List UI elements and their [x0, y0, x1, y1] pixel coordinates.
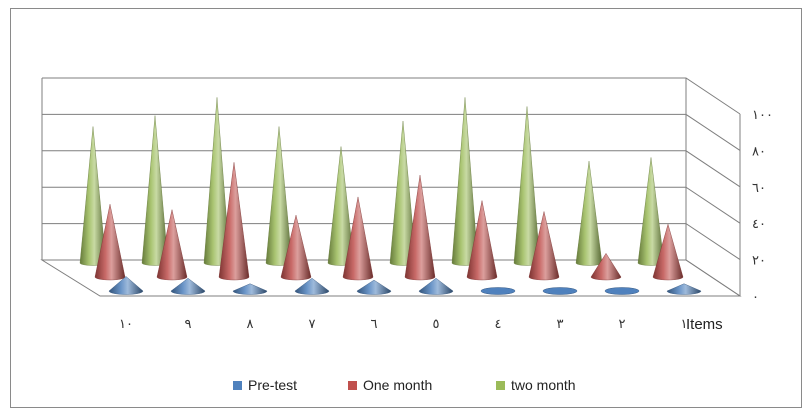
cone-mark — [356, 279, 392, 295]
x-tick-label: ٥ — [433, 317, 440, 332]
cone-mark — [466, 200, 498, 281]
cone-mark — [575, 161, 603, 266]
gridline — [42, 150, 741, 188]
cone-mark — [294, 278, 330, 295]
legend-entry: Pre-test — [248, 377, 297, 393]
cone-mark — [265, 126, 293, 266]
cone-mark — [542, 287, 578, 295]
x-axis-title: Items — [686, 316, 723, 333]
cone-mark — [342, 196, 374, 281]
x-tick-label: ٢ — [619, 317, 626, 332]
legend-swatch — [496, 381, 505, 390]
legend-swatch — [233, 381, 242, 390]
cone-mark — [418, 278, 454, 295]
cone-mark — [218, 162, 250, 281]
cone-mark — [528, 211, 560, 281]
cone-mark — [637, 157, 665, 266]
cone-mark — [404, 175, 436, 281]
cone-mark — [604, 287, 640, 295]
cone-mark — [141, 115, 169, 266]
x-tick-label: ١ — [681, 317, 688, 332]
y-tick-label: ٢٠ — [752, 254, 766, 269]
y-tick-label: ١٠٠ — [752, 108, 773, 123]
cone-mark — [156, 209, 188, 281]
legend-entry: One month — [363, 377, 432, 393]
gridline — [42, 77, 741, 115]
x-tick-label: ٦ — [371, 317, 378, 332]
cone-mark — [280, 215, 312, 281]
gridline — [42, 113, 741, 151]
cone-mark — [666, 283, 702, 295]
cone-mark — [108, 276, 144, 295]
y-tick-label: ٤٠ — [752, 217, 766, 232]
cone-mark — [513, 106, 541, 266]
x-tick-label: ٤ — [495, 317, 502, 332]
cone-mark — [590, 252, 622, 281]
cone-mark — [480, 287, 516, 295]
legend-entry: two month — [511, 377, 576, 393]
x-tick-label: ٨ — [247, 317, 254, 332]
cone-mark — [170, 278, 206, 295]
y-tick-label: ٦٠ — [752, 181, 766, 196]
x-tick-label: ١٠ — [119, 317, 133, 332]
legend-swatch — [348, 381, 357, 390]
cone-mark — [232, 283, 268, 295]
x-tick-label: ٩ — [185, 317, 192, 332]
x-tick-label: ٣ — [557, 317, 564, 332]
y-tick-label: ٠ — [752, 290, 759, 305]
x-tick-label: ٧ — [309, 317, 316, 332]
y-tick-label: ٨٠ — [752, 144, 766, 159]
cone-mark — [652, 223, 684, 281]
